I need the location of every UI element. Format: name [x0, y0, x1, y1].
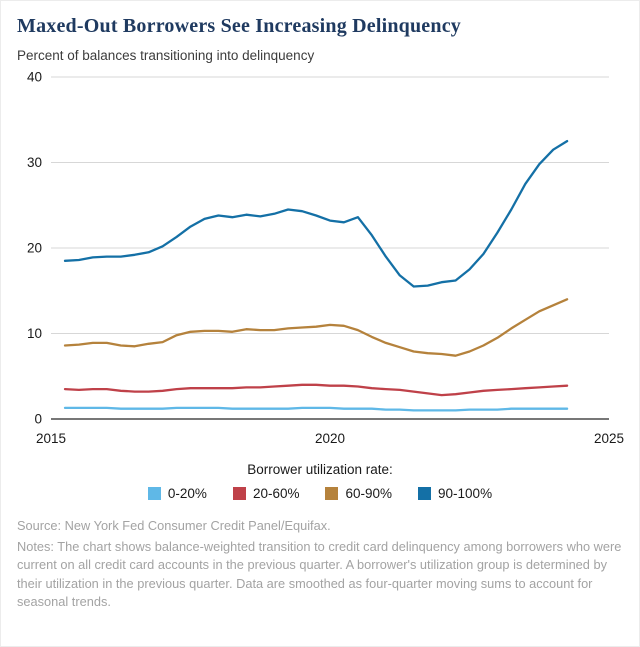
x-tick-label: 2025	[594, 431, 624, 446]
legend-swatch-icon	[325, 487, 339, 500]
legend-label: 20-60%	[252, 486, 300, 501]
y-tick-label: 30	[27, 155, 42, 170]
y-tick-label: 0	[34, 412, 42, 427]
series-line-90-100%	[63, 139, 569, 288]
legend-swatch-icon	[232, 487, 246, 500]
y-tick-label: 40	[27, 70, 42, 85]
series-line-20-60%	[63, 383, 569, 397]
chart-title: Maxed-Out Borrowers See Increasing Delin…	[17, 15, 461, 37]
legend: Borrower utilization rate: 0-20% 20-60% 60…	[17, 462, 623, 501]
notes-text: Notes: The chart shows balance-weighted …	[17, 538, 622, 610]
chart-subtitle: Percent of balances transitioning into d…	[17, 48, 315, 63]
legend-swatch-icon	[418, 487, 432, 500]
series-line-0-20%	[63, 406, 569, 412]
y-tick-label: 20	[27, 241, 42, 256]
legend-swatch-icon	[147, 487, 161, 500]
legend-item-90-100%: 90-100%	[418, 486, 492, 501]
y-tick-label: 10	[27, 326, 42, 341]
legend-label: 90-100%	[438, 486, 493, 501]
legend-item-60-90%: 60-90%	[325, 486, 392, 501]
x-tick-label: 2015	[36, 431, 66, 446]
legend-label: 0-20%	[167, 486, 207, 501]
series-line-60-90%	[63, 298, 569, 357]
legend-item-20-60%: 20-60%	[232, 486, 300, 501]
legend-title: Borrower utilization rate:	[247, 462, 393, 477]
legend-items: 0-20% 20-60% 60-90% 90-100%	[17, 486, 623, 501]
chart-canvas: 0 10 20 30 40 2015 2020 2025	[27, 70, 624, 447]
legend-label: 60-90%	[345, 486, 393, 501]
line-chart: 0 10 20 30 40 2015 2020 2025	[17, 65, 625, 458]
source-text: Source: New York Fed Consumer Credit Pan…	[17, 518, 331, 533]
x-tick-label: 2020	[315, 431, 345, 446]
legend-item-0-20%: 0-20%	[147, 486, 207, 501]
